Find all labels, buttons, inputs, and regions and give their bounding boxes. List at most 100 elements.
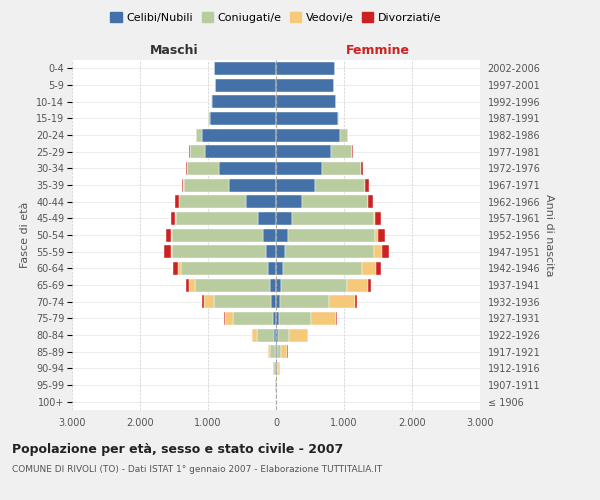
Bar	[181, 262, 268, 275]
Text: Maschi: Maschi	[149, 44, 199, 57]
Bar	[272, 362, 273, 375]
Bar	[276, 112, 338, 125]
Bar	[374, 245, 382, 258]
Bar	[196, 128, 202, 141]
Bar	[226, 312, 233, 325]
Bar	[331, 145, 352, 158]
Bar	[276, 212, 292, 225]
Bar	[276, 195, 302, 208]
Bar	[170, 245, 172, 258]
Bar	[347, 278, 368, 291]
Bar	[182, 178, 184, 192]
Bar	[292, 212, 374, 225]
Bar	[277, 362, 278, 375]
Bar	[258, 212, 276, 225]
Legend: Celibi/Nubili, Coniugati/e, Vedovi/e, Divorziati/e: Celibi/Nubili, Coniugati/e, Vedovi/e, Di…	[106, 8, 446, 28]
Bar	[276, 295, 280, 308]
Bar	[229, 178, 276, 192]
Bar	[276, 312, 278, 325]
Bar	[263, 228, 276, 241]
Bar	[214, 295, 271, 308]
Bar	[205, 145, 276, 158]
Bar	[276, 178, 315, 192]
Bar	[289, 328, 308, 342]
Bar	[275, 345, 276, 358]
Bar	[175, 195, 179, 208]
Bar	[205, 295, 214, 308]
Bar	[172, 228, 263, 241]
Bar	[281, 345, 287, 358]
Bar	[352, 145, 353, 158]
Bar	[275, 362, 276, 375]
Bar	[276, 278, 281, 291]
Bar	[202, 295, 205, 308]
Bar	[278, 362, 280, 375]
Bar	[184, 178, 229, 192]
Bar	[338, 112, 339, 125]
Bar	[374, 212, 376, 225]
Bar	[224, 312, 226, 325]
Bar	[176, 212, 258, 225]
Bar	[276, 328, 278, 342]
Bar	[164, 245, 170, 258]
Bar	[268, 345, 269, 358]
Bar	[268, 262, 276, 275]
Bar	[285, 245, 374, 258]
Bar	[376, 212, 381, 225]
Bar	[276, 245, 285, 258]
Bar	[278, 312, 311, 325]
Text: Femmine: Femmine	[346, 44, 410, 57]
Bar	[202, 128, 276, 141]
Bar	[251, 328, 252, 342]
Bar	[368, 278, 371, 291]
Bar	[252, 328, 257, 342]
Bar	[208, 112, 210, 125]
Bar	[214, 62, 276, 75]
Bar	[178, 262, 181, 275]
Bar	[190, 145, 205, 158]
Bar	[336, 312, 337, 325]
Bar	[212, 95, 276, 108]
Bar	[269, 278, 276, 291]
Bar	[276, 362, 277, 375]
Bar	[276, 62, 335, 75]
Bar	[269, 345, 275, 358]
Bar	[266, 245, 276, 258]
Bar	[276, 345, 277, 358]
Text: COMUNE DI RIVOLI (TO) - Dati ISTAT 1° gennaio 2007 - Elaborazione TUTTITALIA.IT: COMUNE DI RIVOLI (TO) - Dati ISTAT 1° ge…	[12, 465, 382, 474]
Bar	[233, 312, 273, 325]
Bar	[276, 95, 335, 108]
Bar	[187, 162, 219, 175]
Bar	[361, 162, 363, 175]
Bar	[278, 328, 289, 342]
Bar	[196, 278, 269, 291]
Bar	[281, 278, 347, 291]
Bar	[276, 145, 331, 158]
Bar	[173, 262, 178, 275]
Bar	[215, 78, 276, 92]
Bar	[219, 162, 276, 175]
Bar	[362, 262, 376, 275]
Y-axis label: Fasce di età: Fasce di età	[20, 202, 31, 268]
Bar	[210, 112, 276, 125]
Bar	[355, 295, 357, 308]
Bar	[172, 245, 266, 258]
Bar	[276, 128, 340, 141]
Bar	[185, 162, 187, 175]
Bar	[185, 278, 189, 291]
Y-axis label: Anni di nascita: Anni di nascita	[544, 194, 554, 276]
Bar	[283, 262, 362, 275]
Bar	[189, 278, 196, 291]
Bar	[280, 295, 329, 308]
Bar	[257, 328, 274, 342]
Bar	[171, 212, 175, 225]
Text: Popolazione per età, sesso e stato civile - 2007: Popolazione per età, sesso e stato civil…	[12, 442, 343, 456]
Bar	[276, 228, 288, 241]
Bar	[340, 128, 348, 141]
Bar	[311, 312, 336, 325]
Bar	[375, 228, 379, 241]
Bar	[329, 295, 355, 308]
Bar	[382, 245, 389, 258]
Bar	[276, 262, 283, 275]
Bar	[288, 228, 375, 241]
